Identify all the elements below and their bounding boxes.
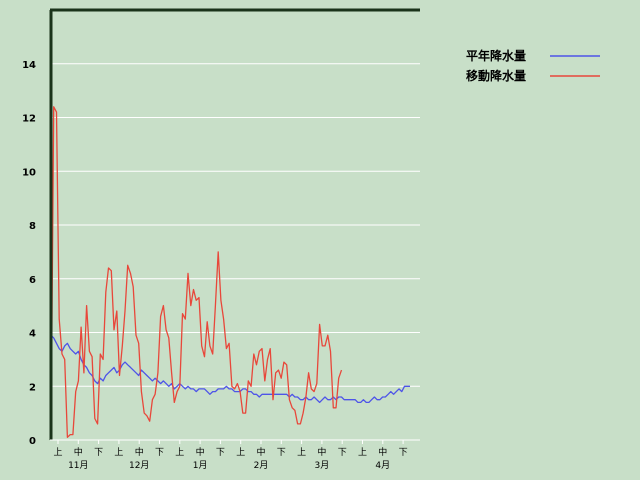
x-period-label: 上 bbox=[175, 447, 184, 458]
y-tick-label: 4 bbox=[29, 329, 36, 340]
x-month-label: 12月 bbox=[129, 460, 149, 471]
x-month-label: 2月 bbox=[254, 460, 269, 471]
series-line-moving-precip bbox=[50, 106, 343, 441]
y-tick-label: 8 bbox=[29, 221, 36, 232]
x-period-label: 下 bbox=[399, 448, 408, 458]
x-month-label: 4月 bbox=[375, 460, 390, 471]
x-axis-ticks: 上中下上中下上中下上中下上中下上中下11月 12月 1月 2月 3月 4月 bbox=[53, 440, 408, 471]
y-axis-ticks: 0 2 4 6 8 10 12 14 bbox=[22, 60, 36, 447]
x-period-label: 上 bbox=[114, 447, 123, 458]
x-period-label: 上 bbox=[297, 447, 306, 458]
x-period-label: 上 bbox=[53, 447, 62, 458]
y-tick-label: 10 bbox=[22, 167, 36, 178]
x-period-label: 下 bbox=[338, 448, 347, 458]
series-lines bbox=[50, 106, 410, 441]
y-tick-label: 14 bbox=[22, 60, 36, 71]
x-period-label: 中 bbox=[74, 446, 83, 458]
x-period-label: 中 bbox=[378, 446, 387, 458]
legend-label: 移動降水量 bbox=[466, 68, 526, 83]
x-period-label: 上 bbox=[236, 447, 245, 458]
x-period-label: 中 bbox=[135, 446, 144, 458]
x-period-label: 中 bbox=[317, 446, 326, 458]
legend-label: 平年降水量 bbox=[466, 48, 526, 63]
y-tick-label: 6 bbox=[29, 275, 36, 286]
x-month-label: 1月 bbox=[193, 460, 208, 471]
series-line-normal-precip bbox=[50, 334, 410, 404]
x-period-label: 上 bbox=[358, 447, 367, 458]
y-tick-label: 0 bbox=[29, 436, 36, 447]
y-tick-label: 2 bbox=[29, 382, 36, 393]
x-period-label: 中 bbox=[196, 446, 205, 458]
x-month-label: 3月 bbox=[315, 460, 330, 471]
x-period-label: 下 bbox=[277, 448, 286, 458]
x-period-label: 中 bbox=[256, 446, 265, 458]
y-tick-label: 12 bbox=[22, 114, 36, 125]
x-period-label: 下 bbox=[155, 448, 164, 458]
x-period-label: 下 bbox=[94, 448, 103, 458]
x-period-label: 下 bbox=[216, 448, 225, 458]
x-month-label: 11月 bbox=[68, 460, 88, 471]
